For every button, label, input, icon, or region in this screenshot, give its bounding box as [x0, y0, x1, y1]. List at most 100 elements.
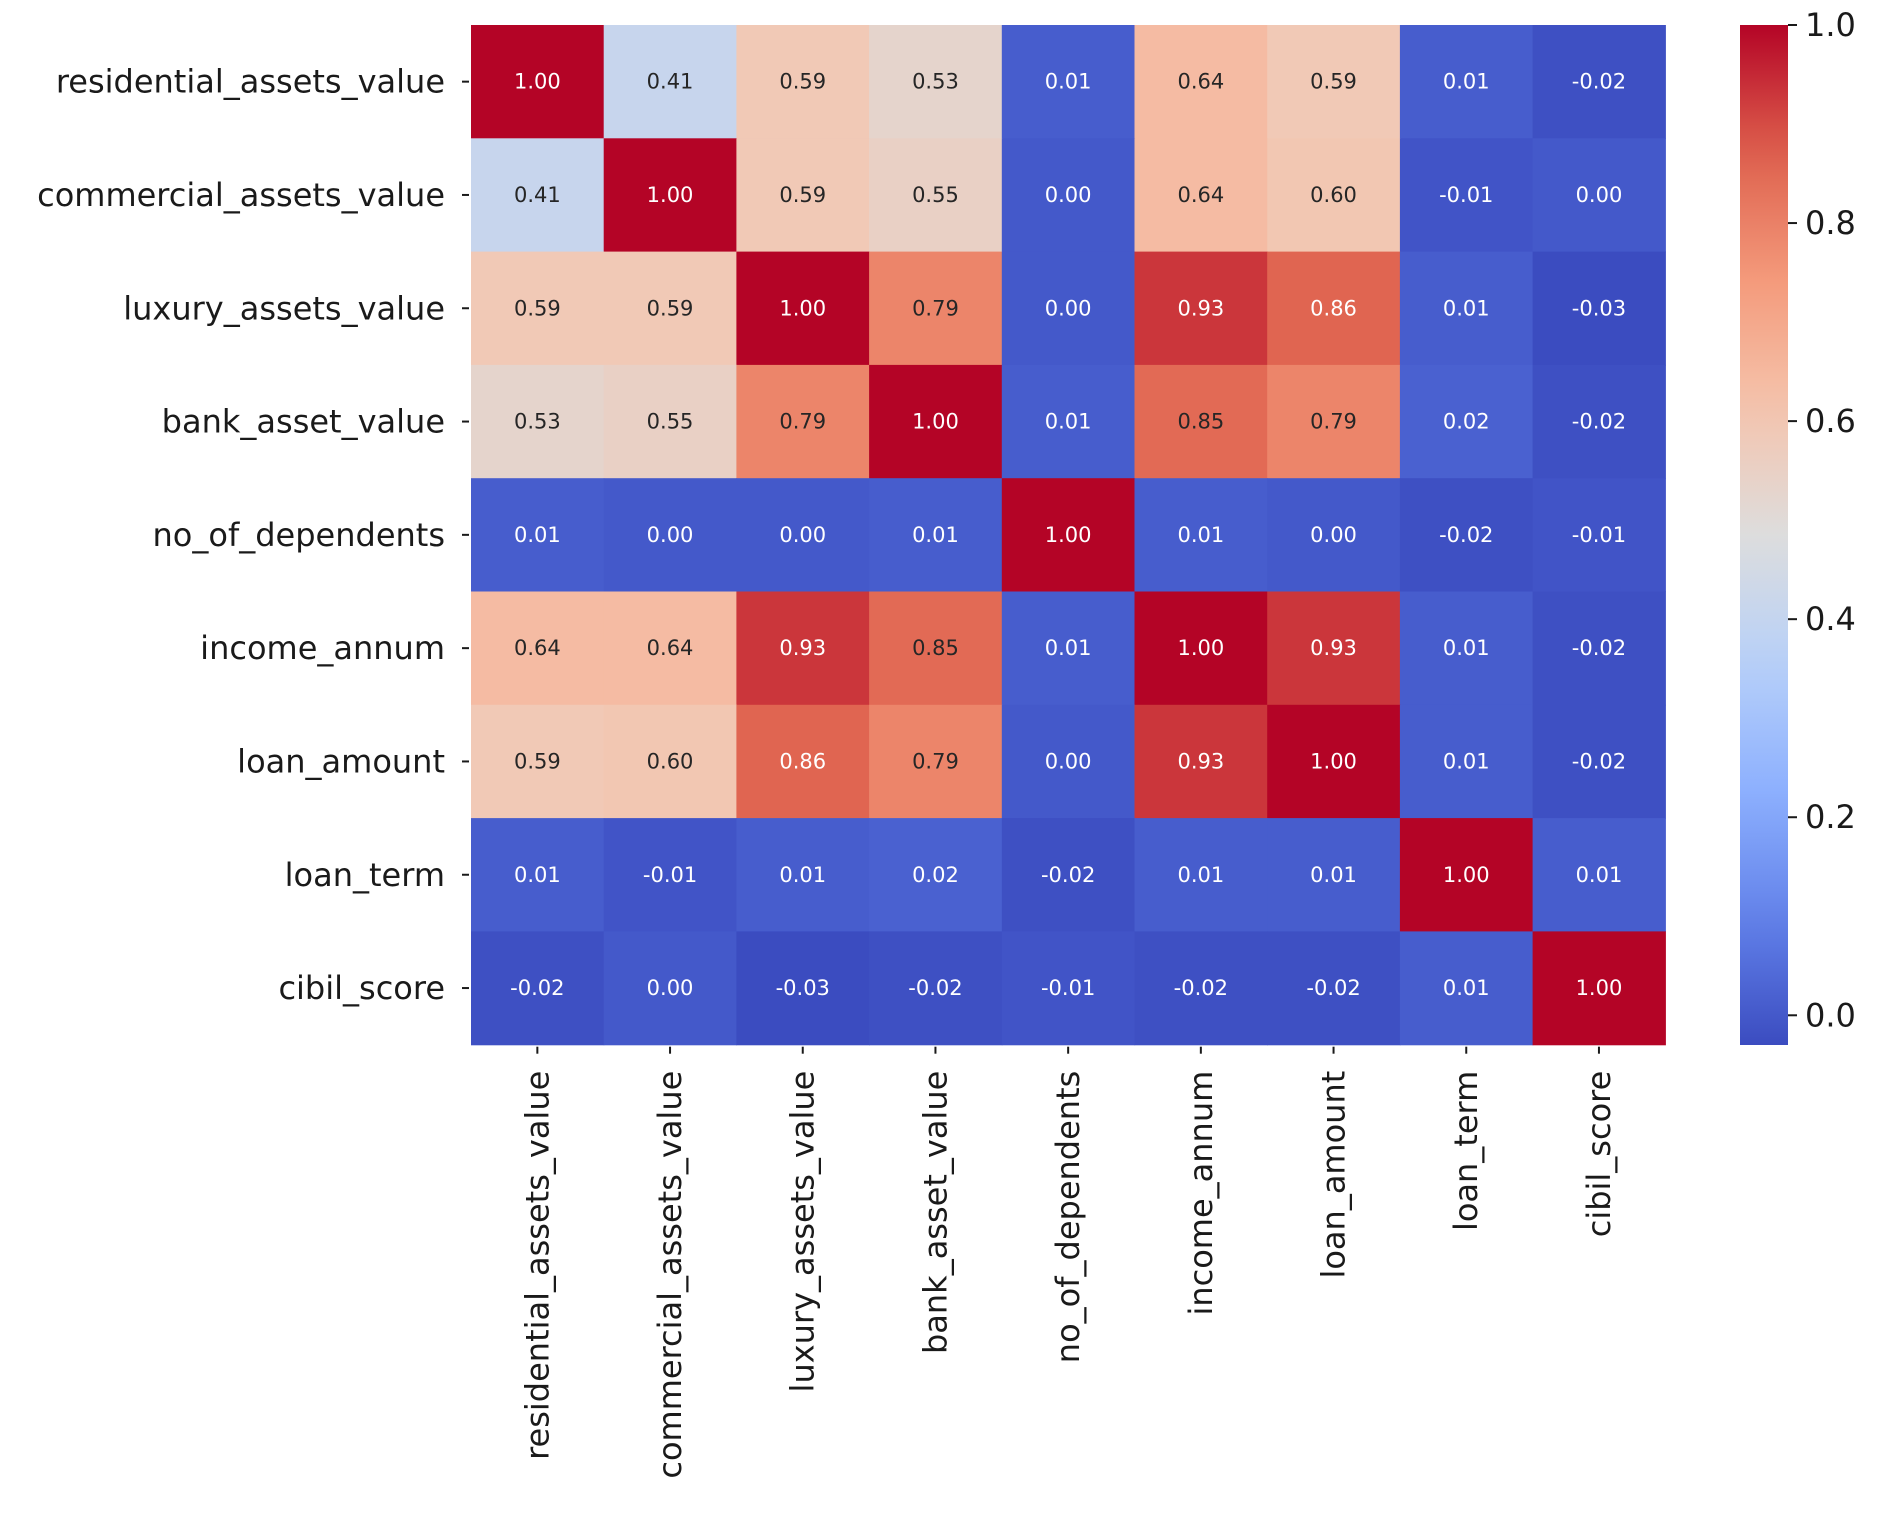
cell-value-label: 0.00: [647, 976, 694, 1000]
y-tick-label: loan_amount: [237, 742, 445, 780]
cell-value-label: -0.02: [908, 976, 962, 1000]
heatmap-cell-residential_assets_value-commercial_assets_value: [603, 25, 737, 139]
cell-value-label: 0.01: [1045, 636, 1092, 660]
x-tick-label: income_annum: [1182, 1071, 1220, 1316]
colorbar-tick-label: 0.4: [1805, 600, 1856, 638]
heatmap-cell-bank_asset_value-cibil_score: [1532, 364, 1666, 479]
cell-value-label: -0.02: [1572, 410, 1626, 434]
y-tick-label: loan_term: [285, 856, 445, 894]
heatmap-cell-bank_asset_value-no_of_dependents: [1001, 364, 1136, 479]
heatmap-cell-commercial_assets_value-cibil_score: [1532, 138, 1666, 253]
heatmap-cell-income_annum-bank_asset_value: [869, 591, 1003, 706]
heatmap-cell-no_of_dependents-no_of_dependents: [1001, 478, 1136, 593]
cell-value-label: 0.01: [1045, 70, 1092, 94]
heatmap-cell-loan_amount-income_annum: [1134, 704, 1268, 819]
heatmap-cell-loan_amount-loan_amount: [1267, 704, 1401, 819]
heatmap-cell-cibil_score-loan_amount: [1267, 931, 1401, 1046]
heatmap-cell-no_of_dependents-loan_amount: [1267, 478, 1401, 593]
heatmap-cell-residential_assets_value-luxury_assets_value: [736, 25, 870, 139]
heatmap-cell-loan_term-commercial_assets_value: [603, 818, 737, 932]
heatmap-cell-bank_asset_value-luxury_assets_value: [736, 364, 870, 479]
heatmap-cell-loan_term-loan_term: [1399, 818, 1534, 932]
cell-value-label: 1.00: [1177, 636, 1224, 660]
cell-value-label: 0.01: [1443, 976, 1490, 1000]
heatmap-cell-cibil_score-income_annum: [1134, 931, 1268, 1046]
heatmap-cell-luxury_assets_value-luxury_assets_value: [736, 251, 870, 366]
cell-value-label: 0.60: [647, 749, 694, 773]
heatmap-cell-income_annum-loan_term: [1399, 591, 1534, 706]
cell-value-label: -0.02: [1572, 70, 1626, 94]
cell-value-label: 0.64: [1177, 183, 1224, 207]
colorbar-gradient: [1740, 25, 1788, 1045]
cell-value-label: 0.00: [647, 523, 694, 547]
x-tick-label: residential_assets_value: [518, 1071, 556, 1460]
cell-value-label: 0.01: [1177, 863, 1224, 887]
cell-value-label: 1.00: [1045, 523, 1092, 547]
cell-value-label: 0.64: [514, 636, 561, 660]
heatmap-cell-bank_asset_value-commercial_assets_value: [603, 364, 737, 479]
cell-value-label: -0.02: [1041, 863, 1095, 887]
heatmap-cell-luxury_assets_value-loan_term: [1399, 251, 1534, 366]
y-tick-label: residential_assets_value: [56, 63, 445, 101]
cell-value-label: 1.00: [647, 183, 694, 207]
cell-value-label: 0.00: [1310, 523, 1357, 547]
y-tick-label: cibil_score: [278, 969, 445, 1007]
heatmap-cell-luxury_assets_value-residential_assets_value: [471, 251, 605, 366]
heatmap-cell-loan_term-no_of_dependents: [1001, 818, 1136, 932]
heatmap-cells: [471, 25, 1666, 1046]
cell-value-label: 0.79: [779, 410, 826, 434]
heatmap-cell-residential_assets_value-loan_term: [1399, 25, 1534, 139]
cell-value-label: 0.53: [912, 70, 959, 94]
cell-value-label: 0.01: [912, 523, 959, 547]
heatmap-cell-residential_assets_value-cibil_score: [1532, 25, 1666, 139]
x-tick-label: cibil_score: [1580, 1071, 1618, 1238]
heatmap-cell-residential_assets_value-residential_assets_value: [471, 25, 605, 139]
cell-value-label: 0.93: [1177, 749, 1224, 773]
x-tick-label: no_of_dependents: [1049, 1071, 1087, 1363]
cell-value-label: 0.00: [1045, 183, 1092, 207]
cell-value-label: 0.64: [647, 636, 694, 660]
cell-value-label: 0.41: [514, 183, 561, 207]
cell-value-label: 0.01: [1443, 70, 1490, 94]
heatmap-cell-loan_term-loan_amount: [1267, 818, 1401, 932]
cell-value-label: 0.01: [1576, 863, 1623, 887]
cell-value-label: 0.59: [779, 70, 826, 94]
heatmap-cell-income_annum-commercial_assets_value: [603, 591, 737, 706]
heatmap-cell-commercial_assets_value-no_of_dependents: [1001, 138, 1136, 253]
heatmap-cell-bank_asset_value-residential_assets_value: [471, 364, 605, 479]
cell-value-label: 0.59: [514, 296, 561, 320]
heatmap-cell-bank_asset_value-loan_amount: [1267, 364, 1401, 479]
heatmap-cell-cibil_score-luxury_assets_value: [736, 931, 870, 1046]
colorbar-tick-label: 1.0: [1805, 6, 1856, 44]
x-tick-label: commercial_assets_value: [651, 1071, 689, 1479]
y-tick-label: luxury_assets_value: [123, 289, 445, 327]
cell-value-label: 0.79: [912, 296, 959, 320]
cell-value-label: 0.85: [1177, 410, 1224, 434]
cell-value-label: 0.79: [1310, 410, 1357, 434]
cell-value-label: -0.02: [1439, 523, 1493, 547]
heatmap-cell-loan_term-residential_assets_value: [471, 818, 605, 932]
heatmap-cell-luxury_assets_value-commercial_assets_value: [603, 251, 737, 366]
heatmap-cell-no_of_dependents-residential_assets_value: [471, 478, 605, 593]
heatmap-cell-commercial_assets_value-income_annum: [1134, 138, 1268, 253]
heatmap-cell-residential_assets_value-loan_amount: [1267, 25, 1401, 139]
x-tick-label: loan_amount: [1315, 1071, 1353, 1279]
cell-value-label: 0.79: [912, 749, 959, 773]
cell-value-label: 0.01: [1045, 410, 1092, 434]
cell-value-label: 0.64: [1177, 70, 1224, 94]
cell-value-label: 0.59: [647, 296, 694, 320]
heatmap-cell-cibil_score-loan_term: [1399, 931, 1534, 1046]
cell-value-label: 0.53: [514, 410, 561, 434]
cell-value-label: 0.01: [1310, 863, 1357, 887]
cell-value-label: 0.55: [912, 183, 959, 207]
cell-value-label: 1.00: [779, 296, 826, 320]
colorbar: 0.0 0.2 0.4 0.6 0.8 1.0: [1740, 6, 1856, 1045]
cell-value-label: 0.86: [779, 749, 826, 773]
cell-value-label: -0.01: [1572, 523, 1626, 547]
heatmap-cell-commercial_assets_value-residential_assets_value: [471, 138, 605, 253]
heatmap-cell-luxury_assets_value-loan_amount: [1267, 251, 1401, 366]
heatmap-cell-bank_asset_value-loan_term: [1399, 364, 1534, 479]
heatmap-cell-loan_term-income_annum: [1134, 818, 1268, 932]
y-axis: residential_assets_value commercial_asset…: [37, 63, 469, 1007]
heatmap-cell-income_annum-cibil_score: [1532, 591, 1666, 706]
